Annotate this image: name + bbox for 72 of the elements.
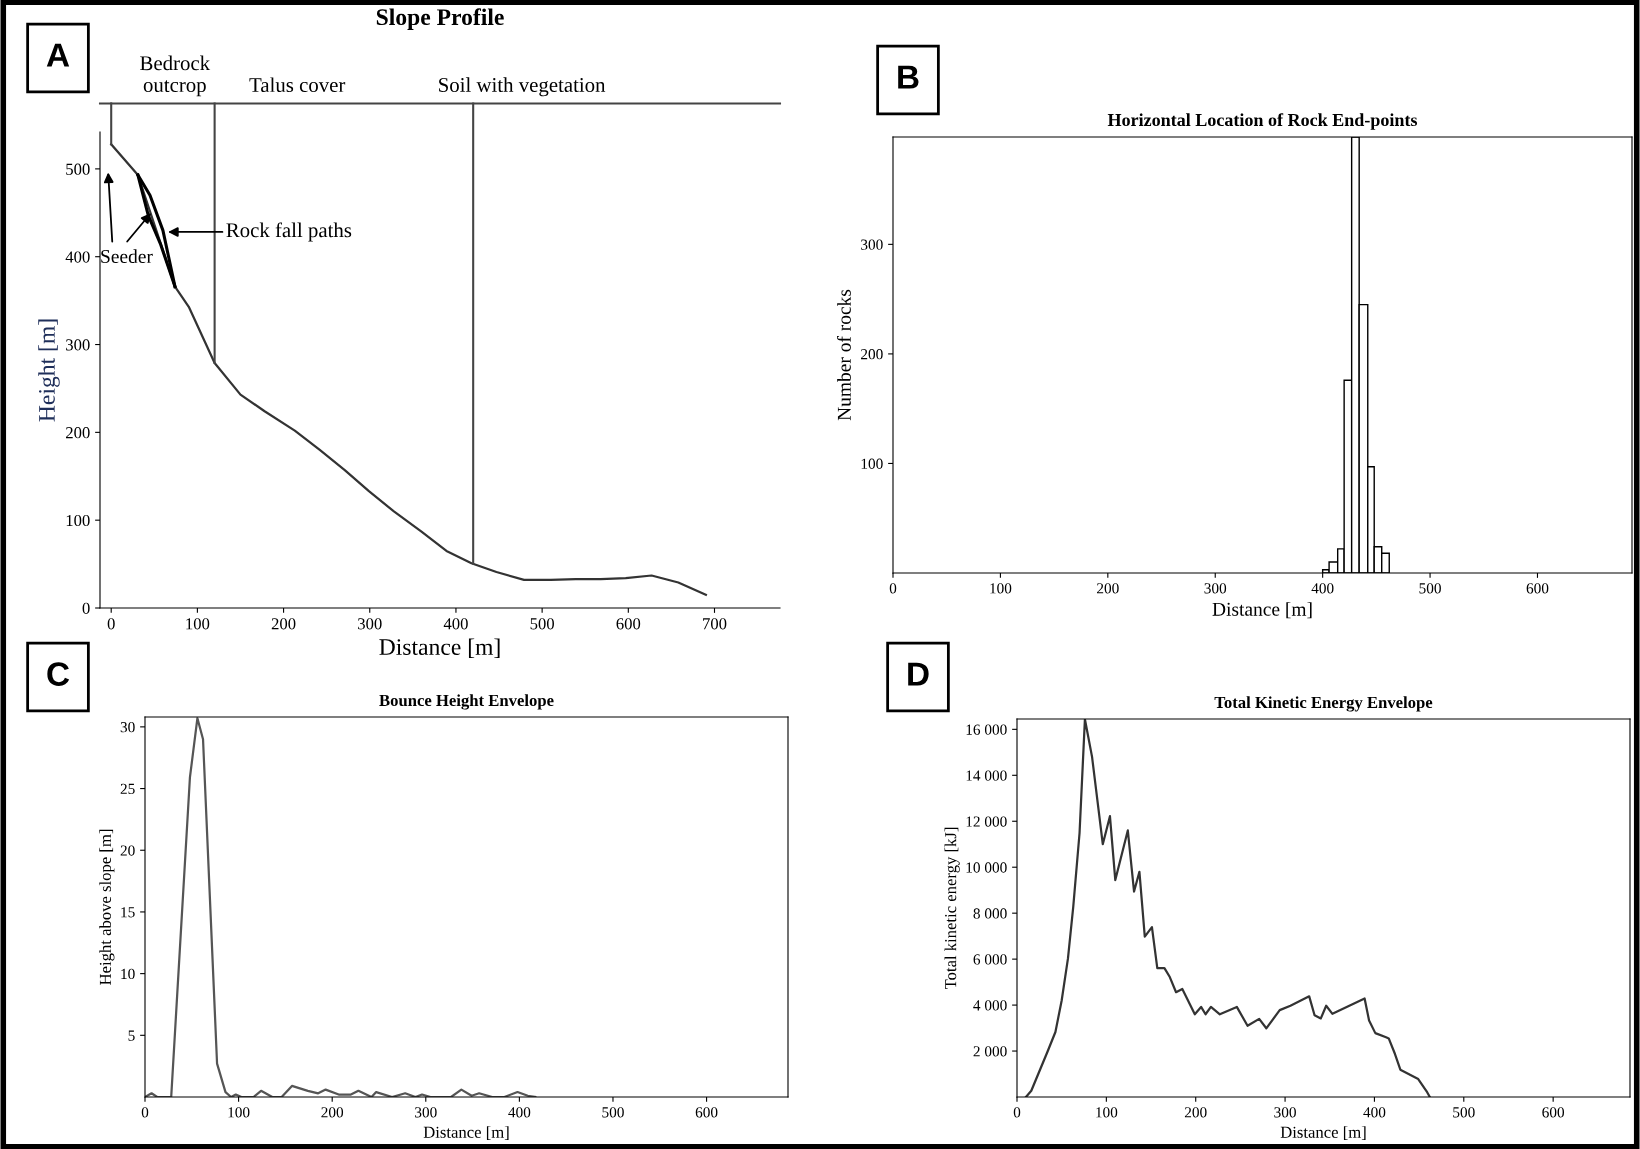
y-tick-label: 20 bbox=[120, 845, 135, 856]
x-tick-label: 500 bbox=[602, 1107, 624, 1118]
y-tick-label: 100 bbox=[861, 458, 883, 469]
x-tick-label: 600 bbox=[1542, 1107, 1565, 1118]
text: D bbox=[908, 662, 929, 686]
text: B bbox=[898, 65, 919, 89]
text: A bbox=[46, 43, 70, 67]
y-tick-label: 10 bbox=[121, 968, 135, 980]
y-tick-label: 10 000 bbox=[966, 862, 1007, 873]
x-tick-label: 400 bbox=[1311, 583, 1334, 594]
y-tick-label: 100 bbox=[66, 514, 90, 527]
x-tick-label: 300 bbox=[1274, 1107, 1296, 1118]
x-tick-label: 200 bbox=[321, 1107, 344, 1118]
x-axis-title: Distance [m] bbox=[423, 1126, 509, 1140]
annotation: Seeder bbox=[101, 249, 153, 264]
x-tick-label: 100 bbox=[1096, 1107, 1118, 1118]
x-tick-label: 0 bbox=[889, 583, 897, 594]
y-tick-label: 14 000 bbox=[966, 770, 1007, 781]
y-tick-label: 16 000 bbox=[966, 724, 1007, 735]
chart-title: Total Kinetic Energy Envelope bbox=[1214, 696, 1433, 712]
x-tick-label: 400 bbox=[443, 618, 468, 630]
x-axis-title: Distance [m] bbox=[379, 638, 500, 658]
y-tick-label: 200 bbox=[861, 349, 883, 360]
y-axis-title: Height above slope [m] bbox=[99, 829, 115, 985]
x-tick-label: 600 bbox=[1526, 583, 1549, 594]
x-axis-title: Distance [m] bbox=[1280, 1126, 1366, 1140]
y-tick-label: 300 bbox=[861, 239, 883, 250]
y-tick-label: 30 bbox=[120, 722, 135, 733]
x-tick-label: 200 bbox=[271, 618, 296, 630]
x-tick-label: 0 bbox=[1013, 1107, 1021, 1118]
x-tick-label: 0 bbox=[141, 1107, 149, 1118]
x-tick-label: 0 bbox=[107, 618, 115, 630]
annotation: Rock fall paths bbox=[226, 222, 352, 242]
y-tick-label: 200 bbox=[66, 427, 90, 439]
chart-title: Bounce Height Envelope bbox=[379, 694, 554, 710]
x-tick-label: 100 bbox=[228, 1107, 250, 1118]
y-tick-label: 400 bbox=[65, 251, 90, 263]
y-axis-title: Height [m] bbox=[38, 319, 60, 422]
y-tick-label: 300 bbox=[66, 339, 90, 351]
y-tick-label: 5 bbox=[128, 1030, 135, 1041]
x-tick-label: 500 bbox=[1419, 583, 1441, 594]
x-tick-label: 100 bbox=[186, 618, 210, 630]
x-tick-label: 500 bbox=[1453, 1107, 1475, 1118]
x-tick-label: 200 bbox=[1097, 583, 1119, 594]
x-tick-label: 300 bbox=[358, 618, 382, 630]
x-tick-label: 300 bbox=[415, 1107, 437, 1118]
x-tick-label: 400 bbox=[1363, 1107, 1386, 1118]
y-tick-label: 0 bbox=[82, 602, 90, 614]
x-tick-label: 400 bbox=[508, 1107, 531, 1118]
y-tick-label: 2 000 bbox=[973, 1046, 1007, 1057]
x-tick-label: 200 bbox=[1184, 1107, 1207, 1118]
y-tick-label: 6 000 bbox=[973, 954, 1007, 965]
text: Talus cover bbox=[249, 77, 346, 93]
text: Soil with vegetation bbox=[439, 77, 606, 97]
y-tick-label: 4 000 bbox=[973, 1000, 1007, 1011]
y-tick-label: 15 bbox=[121, 907, 135, 918]
text: Bedrock outcrop bbox=[140, 55, 211, 97]
x-tick-label: 300 bbox=[1204, 583, 1227, 594]
y-tick-label: 12 000 bbox=[966, 816, 1007, 827]
x-tick-label: 500 bbox=[530, 618, 554, 630]
x-tick-label: 600 bbox=[695, 1107, 718, 1118]
text: C bbox=[47, 662, 70, 686]
x-tick-label: 700 bbox=[703, 618, 727, 630]
chart-title: Horizontal Location of Rock End-points bbox=[1107, 113, 1418, 130]
y-axis-title: Total kinetic energy [kJ] bbox=[944, 827, 960, 990]
x-tick-label: 600 bbox=[616, 618, 641, 630]
y-tick-label: 25 bbox=[120, 783, 135, 795]
y-tick-label: 500 bbox=[66, 163, 90, 175]
y-tick-label: 8 000 bbox=[973, 908, 1007, 919]
x-axis-title: Distance [m] bbox=[1212, 602, 1312, 619]
chart-title: Slope Profile bbox=[376, 8, 504, 30]
y-axis-title: Number of rocks bbox=[836, 289, 851, 421]
